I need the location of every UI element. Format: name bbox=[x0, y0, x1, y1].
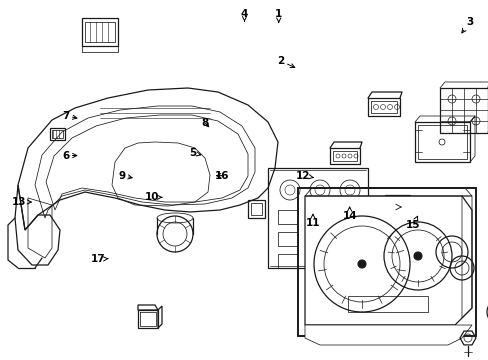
Bar bbox=[250, 203, 262, 215]
Bar bbox=[337, 254, 357, 268]
Text: 12: 12 bbox=[295, 171, 313, 181]
Bar bbox=[347, 296, 427, 312]
Bar bbox=[367, 98, 399, 116]
Bar bbox=[278, 254, 297, 268]
Text: 11: 11 bbox=[305, 214, 320, 228]
Bar bbox=[247, 200, 264, 218]
Bar bbox=[430, 303, 444, 317]
Bar bbox=[414, 122, 469, 162]
Text: 8: 8 bbox=[202, 118, 208, 128]
Polygon shape bbox=[305, 196, 471, 325]
Text: 5: 5 bbox=[189, 148, 200, 158]
Text: 2: 2 bbox=[277, 56, 294, 68]
Text: 6: 6 bbox=[62, 150, 77, 161]
Bar bbox=[370, 101, 396, 113]
Text: 14: 14 bbox=[342, 207, 356, 221]
Circle shape bbox=[413, 252, 421, 260]
Bar bbox=[337, 210, 357, 224]
Text: 13: 13 bbox=[12, 197, 31, 207]
Bar bbox=[297, 188, 475, 336]
Text: 3: 3 bbox=[461, 17, 472, 33]
Polygon shape bbox=[305, 325, 471, 345]
Text: 1: 1 bbox=[275, 9, 282, 22]
Text: 10: 10 bbox=[144, 192, 162, 202]
Bar bbox=[307, 210, 327, 224]
Bar bbox=[332, 151, 356, 161]
Bar bbox=[427, 300, 447, 320]
Bar bbox=[52, 130, 63, 138]
Bar bbox=[439, 88, 487, 133]
Bar bbox=[329, 148, 359, 164]
Bar bbox=[278, 210, 297, 224]
Text: 9: 9 bbox=[119, 171, 132, 181]
Text: 17: 17 bbox=[90, 254, 108, 264]
Text: 4: 4 bbox=[240, 9, 248, 22]
Bar bbox=[82, 18, 118, 46]
Bar bbox=[384, 195, 409, 220]
Circle shape bbox=[357, 260, 365, 268]
Bar bbox=[85, 22, 115, 42]
Text: 7: 7 bbox=[62, 111, 77, 121]
Bar bbox=[50, 128, 65, 140]
Text: 16: 16 bbox=[215, 171, 229, 181]
Bar bbox=[278, 232, 297, 246]
Bar bbox=[307, 254, 327, 268]
Bar bbox=[417, 125, 466, 159]
Text: 15: 15 bbox=[405, 216, 420, 230]
Bar bbox=[267, 168, 367, 268]
Bar bbox=[307, 232, 327, 246]
Bar bbox=[387, 198, 406, 217]
Bar bbox=[337, 232, 357, 246]
